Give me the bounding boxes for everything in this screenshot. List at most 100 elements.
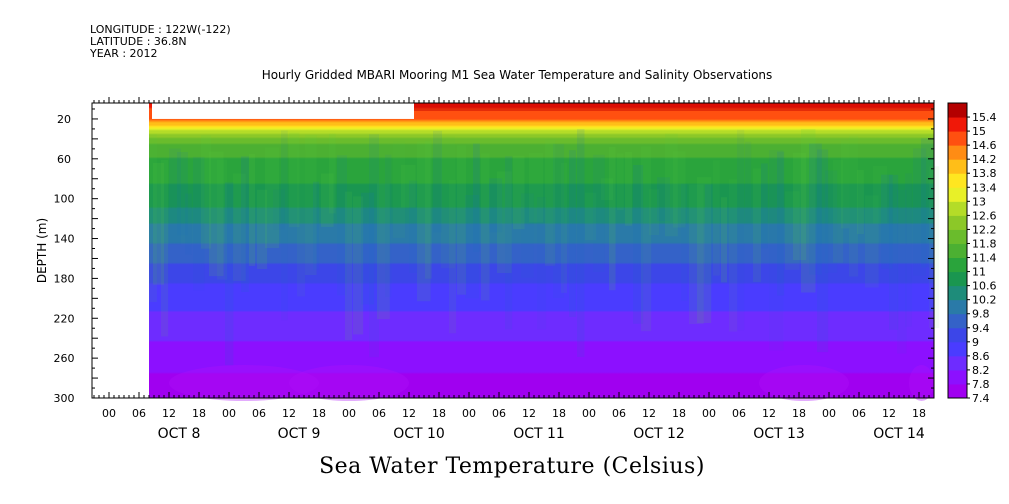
field-texture bbox=[633, 165, 644, 324]
field-texture bbox=[833, 159, 844, 263]
colorbar-cell bbox=[948, 145, 967, 160]
field-texture bbox=[217, 159, 228, 280]
year-label: YEAR : 2012 bbox=[90, 47, 158, 60]
colorbar-label: 9.8 bbox=[972, 308, 990, 321]
y-axis-label: DEPTH (m) bbox=[35, 218, 49, 283]
field-texture bbox=[249, 154, 256, 266]
y-tick-label: 300 bbox=[54, 392, 75, 405]
colorbar-label: 8.6 bbox=[972, 350, 990, 363]
y-tick-label: 180 bbox=[54, 272, 75, 285]
field-texture bbox=[713, 160, 720, 276]
field-texture bbox=[305, 134, 317, 275]
colorbar-label: 7.8 bbox=[972, 378, 990, 391]
x-tick-label: 06 bbox=[732, 407, 746, 420]
x-day-label: OCT 9 bbox=[278, 426, 321, 442]
field-texture bbox=[377, 183, 390, 320]
field-texture bbox=[849, 136, 859, 277]
temperature-field bbox=[129, 103, 934, 398]
x-tick-label: 06 bbox=[252, 407, 266, 420]
colorbar-label: 14.2 bbox=[972, 153, 997, 166]
field-texture bbox=[353, 196, 364, 335]
colorbar-label: 13 bbox=[972, 195, 986, 208]
field-texture bbox=[601, 178, 614, 200]
field-texture bbox=[913, 148, 927, 276]
y-tick-label: 140 bbox=[54, 233, 75, 246]
colorbar: 7.47.88.28.699.49.810.210.61111.411.812.… bbox=[947, 102, 997, 405]
colorbar-frame bbox=[947, 102, 968, 399]
colorbar-cell bbox=[948, 159, 967, 174]
colorbar-label: 13.8 bbox=[972, 167, 997, 180]
field-texture bbox=[553, 143, 565, 298]
field-texture bbox=[497, 171, 512, 273]
field-texture bbox=[409, 180, 418, 273]
x-tick-label: 00 bbox=[342, 407, 356, 420]
field-texture bbox=[233, 173, 246, 281]
field-texture bbox=[473, 143, 480, 252]
x-tick-label: 00 bbox=[822, 407, 836, 420]
surface-warm-band bbox=[414, 103, 934, 111]
cold-pool bbox=[909, 365, 934, 402]
field-texture bbox=[185, 193, 192, 255]
field-texture bbox=[585, 192, 597, 241]
field-texture bbox=[297, 149, 306, 297]
field-texture bbox=[569, 150, 576, 317]
field-texture bbox=[401, 164, 416, 208]
missing-data-block bbox=[152, 103, 414, 119]
field-texture bbox=[201, 135, 212, 249]
field-texture bbox=[513, 155, 525, 230]
field-texture bbox=[577, 129, 585, 357]
field-texture bbox=[705, 184, 713, 285]
colorbar-label: 11.4 bbox=[972, 252, 997, 265]
field-texture bbox=[273, 189, 285, 230]
field-texture bbox=[361, 192, 375, 305]
x-tick-label: 06 bbox=[612, 407, 626, 420]
field-texture bbox=[281, 130, 288, 321]
x-day-label: OCT 8 bbox=[158, 426, 201, 442]
field-texture bbox=[673, 151, 686, 228]
field-texture bbox=[241, 156, 249, 292]
x-tick-label: 06 bbox=[492, 407, 506, 420]
x-day-label: OCT 11 bbox=[513, 426, 565, 442]
colorbar-cell bbox=[948, 341, 967, 357]
colorbar-label: 9 bbox=[972, 336, 979, 349]
colorbar-label: 12.6 bbox=[972, 209, 997, 222]
variable-title: Sea Water Temperature (Celsius) bbox=[319, 454, 705, 479]
x-tick-label: 18 bbox=[312, 407, 326, 420]
colorbar-cell bbox=[948, 117, 967, 132]
x-tick-label: 12 bbox=[762, 407, 776, 420]
field-texture bbox=[521, 193, 534, 278]
missing-data-column bbox=[92, 103, 149, 398]
field-texture bbox=[905, 173, 912, 327]
field-texture bbox=[697, 177, 712, 323]
field-texture bbox=[857, 170, 864, 235]
field-texture bbox=[873, 166, 888, 224]
field-texture bbox=[449, 179, 457, 334]
x-day-label: OCT 14 bbox=[873, 426, 925, 442]
colorbar-cell bbox=[948, 313, 967, 329]
x-tick-label: 12 bbox=[402, 407, 416, 420]
x-tick-label: 18 bbox=[552, 407, 566, 420]
field-texture bbox=[921, 138, 935, 268]
colorbar-label: 7.4 bbox=[972, 392, 990, 405]
field-texture bbox=[625, 151, 632, 226]
plot-area bbox=[92, 103, 940, 402]
field-texture bbox=[529, 152, 543, 223]
y-tick-label: 220 bbox=[54, 312, 75, 325]
field-texture bbox=[817, 149, 829, 353]
x-tick-label: 06 bbox=[852, 407, 866, 420]
field-texture bbox=[737, 129, 745, 331]
x-tick-label: 00 bbox=[222, 407, 236, 420]
x-tick-label: 06 bbox=[132, 407, 146, 420]
colorbar-cell bbox=[948, 257, 967, 273]
x-day-label: OCT 12 bbox=[633, 426, 685, 442]
field-texture bbox=[649, 189, 660, 235]
field-texture bbox=[641, 146, 652, 332]
field-texture bbox=[433, 130, 442, 233]
field-texture bbox=[313, 181, 320, 270]
y-tick-label: 260 bbox=[54, 352, 75, 365]
colorbar-label: 11.8 bbox=[972, 237, 997, 250]
colorbar-cell bbox=[948, 383, 967, 399]
colorbar-cell bbox=[948, 271, 967, 287]
field-texture bbox=[617, 153, 624, 211]
